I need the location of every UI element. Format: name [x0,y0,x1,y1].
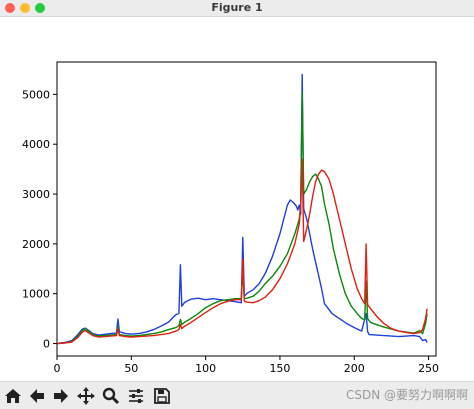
zoom-icon [102,387,120,405]
plot-canvas[interactable]: 0 50 100 150 200 250 0 1000 2000 3000 4000 5000 [0,16,474,381]
y-tick-label: 1000 [22,288,50,301]
back-button[interactable] [26,385,48,407]
zoom-button[interactable] [100,385,122,407]
window-titlebar: Figure 1 [0,0,474,17]
home-icon [5,389,21,403]
series-line-2 [57,158,428,345]
forward-arrow-icon [54,389,68,403]
x-tick-label: 50 [124,362,138,375]
back-arrow-icon [30,389,44,403]
forward-button[interactable] [50,385,72,407]
x-tick-label: 0 [54,362,61,375]
pan-icon [77,387,95,405]
home-button[interactable] [2,385,24,407]
y-tick-label: 2000 [22,238,50,251]
x-tick-label: 150 [269,362,290,375]
pan-button[interactable] [75,385,97,407]
navigation-toolbar [0,381,474,409]
maximize-window-button[interactable] [35,3,45,13]
x-tick-label: 100 [195,362,216,375]
plot-area [56,61,437,357]
series-line-0 [57,73,428,345]
window-title: Figure 1 [211,1,263,14]
close-window-button[interactable] [5,3,15,13]
y-tick-label: 5000 [22,88,50,101]
minimize-window-button[interactable] [20,3,30,13]
x-tick-label: 200 [344,362,365,375]
y-tick-label: 4000 [22,138,50,151]
configure-subplots-button[interactable] [125,385,147,407]
y-tick-label: 0 [43,338,50,351]
x-tick-label: 250 [418,362,439,375]
configure-subplots-icon [129,389,143,403]
watermark-text: CSDN @要努力啊啊啊 [345,388,468,402]
save-icon [154,388,170,404]
y-tick-label: 3000 [22,188,50,201]
save-button[interactable] [151,385,173,407]
